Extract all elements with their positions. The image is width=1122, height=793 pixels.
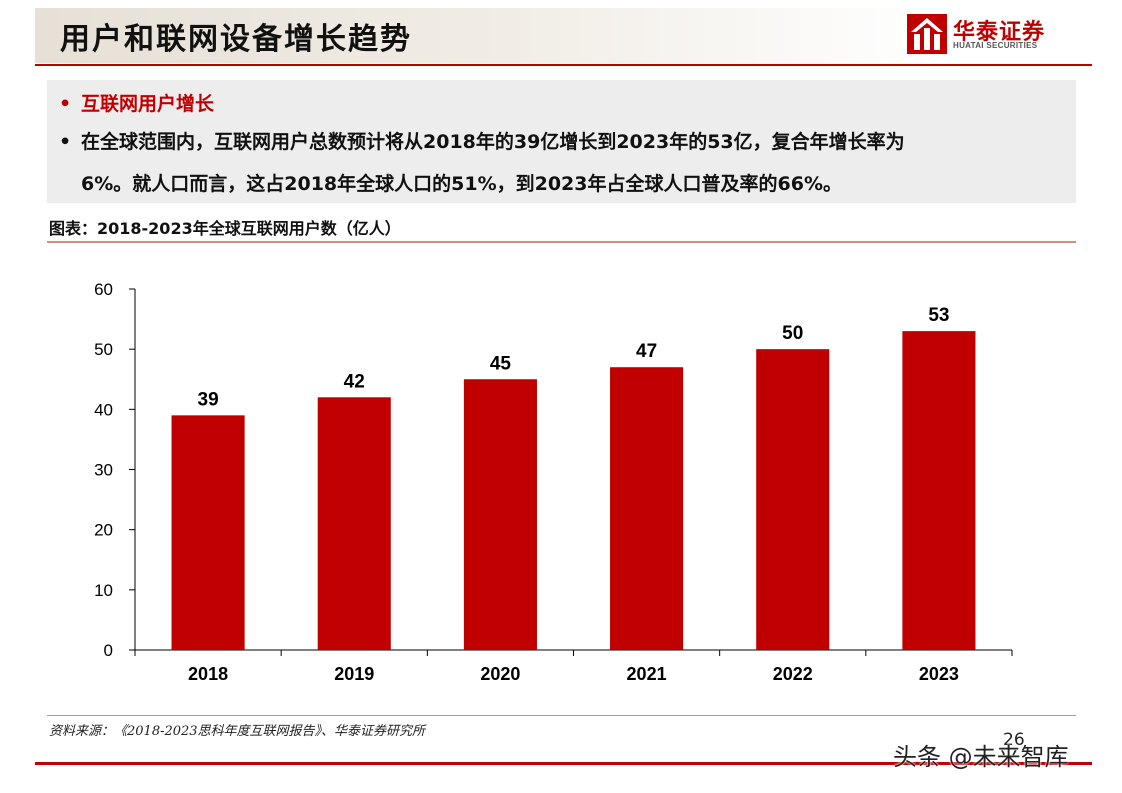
bullet-dot-icon: • — [59, 93, 72, 115]
bar — [463, 379, 537, 650]
bar — [171, 415, 245, 650]
y-tick-label: 30 — [94, 461, 113, 480]
x-tick-label: 2021 — [627, 664, 667, 684]
y-tick-label: 60 — [94, 280, 113, 299]
source-rule — [47, 715, 1076, 716]
bullet-text: • 在全球范围内，互联网用户总数预计将从2018年的39亿增长到2023年的53亿… — [59, 129, 1074, 155]
huatai-logo-icon — [907, 14, 947, 54]
y-tick-label: 50 — [94, 340, 113, 359]
caption-rule — [47, 241, 1076, 243]
data-label: 45 — [490, 353, 512, 374]
huatai-logo: 华泰证券 HUATAI SECURITIES — [905, 12, 1065, 56]
x-tick-label: 2022 — [773, 664, 813, 684]
bullet-text-line1: 在全球范围内，互联网用户总数预计将从2018年的39亿增长到2023年的53亿，… — [81, 131, 905, 153]
x-tick-label: 2023 — [919, 664, 959, 684]
y-tick-label: 20 — [94, 521, 113, 540]
data-label: 42 — [344, 371, 365, 392]
y-tick-label: 10 — [94, 581, 113, 600]
data-label: 47 — [636, 341, 657, 362]
y-tick-label: 0 — [104, 641, 113, 660]
chart-caption: 图表：2018-2023年全球互联网用户数（亿人） — [49, 219, 401, 238]
bar — [317, 397, 391, 650]
bullet-heading-text: 互联网用户增长 — [81, 93, 215, 115]
bar — [610, 367, 684, 650]
bottom-rule — [35, 762, 1092, 765]
logo-text-cn: 华泰证券 — [953, 20, 1046, 45]
data-label: 39 — [198, 389, 219, 410]
bullet-text-continuation: 6%。就人口而言，这占2018年全球人口的51%，到2023年占全球人口普及率的… — [81, 173, 842, 195]
page-number: 26 — [1003, 730, 1025, 750]
bar — [756, 349, 830, 650]
bar — [902, 331, 976, 650]
bullet-heading: • 互联网用户增长 — [59, 91, 214, 117]
page-title: 用户和联网设备增长趋势 — [60, 22, 412, 57]
top-rule — [35, 64, 1092, 66]
x-tick-label: 2019 — [334, 664, 374, 684]
source-note: 资料来源：《2018-2023思科年度互联网报告》、华泰证券研究所 — [49, 724, 426, 739]
y-tick-label: 40 — [94, 400, 113, 419]
x-tick-label: 2020 — [480, 664, 520, 684]
data-label: 53 — [928, 305, 949, 326]
watermark: 头条 @未来智库 — [893, 743, 1069, 771]
bullet-dot-icon: • — [59, 131, 72, 153]
x-tick-label: 2018 — [188, 664, 228, 684]
summary-box: • 互联网用户增长 • 在全球范围内，互联网用户总数预计将从2018年的39亿增长到… — [47, 80, 1076, 203]
data-label: 50 — [782, 323, 803, 344]
logo-text-en: HUATAI SECURITIES — [953, 41, 1038, 50]
